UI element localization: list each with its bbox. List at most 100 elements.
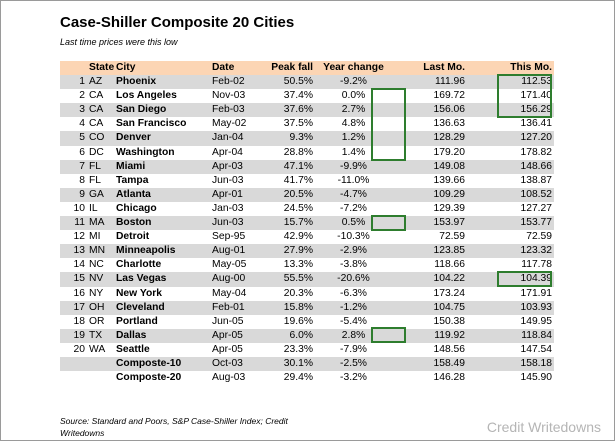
cell-peak-fall: 24.5% — [283, 202, 313, 214]
cell-date: Jun-03 — [212, 174, 244, 186]
cell-last-month: 146.28 — [433, 372, 466, 384]
cell-year-change: -3.8% — [340, 259, 367, 271]
cell-num: 2 — [79, 90, 85, 102]
cell-date: Apr-04 — [212, 146, 243, 158]
table-row: 4 CA San Francisco May-02 37.5% 4.8% 136.63 136… — [60, 117, 554, 132]
cell-date: Nov-03 — [212, 90, 246, 102]
cell-peak-fall: 55.5% — [283, 273, 313, 285]
cell-peak-fall: 9.3% — [289, 132, 313, 144]
table-row: 1 AZ Phoenix Feb-02 50.5% -9.2% 111.96 112.53 — [60, 75, 554, 90]
cell-date: Apr-01 — [212, 188, 243, 200]
cell-city: Boston — [116, 217, 152, 229]
cell-state: WA — [89, 343, 106, 355]
cell-date: Apr-03 — [212, 160, 243, 172]
cell-year-change: -7.9% — [340, 343, 367, 355]
table-row: 6 DC Washington Apr-04 28.8% 1.4% 179.20 178.82 — [60, 145, 554, 160]
cell-state: NV — [89, 273, 104, 285]
cell-peak-fall: 41.7% — [283, 174, 313, 186]
table-row: Composte-10 Oct-03 30.1% -2.5% 158.49 158.18 — [60, 356, 554, 372]
cell-peak-fall: 13.3% — [283, 259, 313, 271]
cell-peak-fall: 29.4% — [283, 372, 313, 384]
cell-date: Aug-01 — [212, 245, 246, 257]
cell-peak-fall: 30.1% — [283, 357, 313, 369]
header-peak-fall: Peak fall — [271, 62, 313, 73]
cell-this-month: 108.52 — [520, 188, 553, 200]
table-row: 16 NY New York May-04 20.3% -6.3% 173.24 171.91 — [60, 286, 554, 301]
cell-last-month: 136.63 — [433, 118, 466, 130]
cell-last-month: 111.96 — [435, 76, 465, 88]
cell-date: Feb-01 — [212, 301, 245, 313]
cell-num: 7 — [79, 160, 85, 172]
header-year-change: Year change — [323, 62, 384, 73]
cell-last-month: 104.75 — [433, 301, 466, 313]
cell-last-month: 148.56 — [433, 343, 466, 355]
cell-last-month: 128.29 — [433, 132, 466, 144]
cell-peak-fall: 37.4% — [283, 90, 313, 102]
table-row: 9 GA Atlanta Apr-01 20.5% -4.7% 109.29 108.52 — [60, 187, 554, 202]
cell-city: Portland — [116, 315, 158, 327]
highlight-box-year-change-positive — [371, 88, 406, 161]
cell-last-month: 150.38 — [433, 315, 466, 327]
cell-num: 1 — [79, 76, 85, 88]
cell-year-change: -11.0% — [337, 174, 370, 186]
cell-peak-fall: 47.1% — [283, 160, 313, 172]
cell-peak-fall: 6.0% — [289, 329, 313, 341]
cell-year-change: -6.3% — [340, 287, 367, 299]
table-row: 10 IL Chicago Jan-03 24.5% -7.2% 129.39 127.27 — [60, 201, 554, 217]
table-row: 12 MI Detroit Sep-95 42.9% -10.3% 72.59 72.59 — [60, 230, 554, 245]
cell-last-month: 123.85 — [433, 245, 466, 257]
cell-this-month: 103.93 — [520, 301, 553, 313]
cell-date: Apr-05 — [212, 343, 243, 355]
cell-date: Feb-03 — [212, 104, 245, 116]
cell-last-month: 156.06 — [433, 104, 466, 116]
cell-year-change: -2.9% — [340, 245, 367, 257]
cell-city: Chicago — [116, 202, 157, 214]
cell-state — [87, 357, 114, 371]
cell-this-month: 138.87 — [520, 174, 553, 186]
cell-this-month: 104.39 — [520, 273, 553, 285]
table-row: 11 MA Boston Jun-03 15.7% 0.5% 153.97 153.77 — [60, 216, 554, 231]
cell-state: MN — [89, 245, 106, 257]
cell-num: 16 — [73, 287, 85, 299]
cell-city: San Francisco — [116, 118, 187, 130]
cell-state — [87, 371, 114, 385]
cell-last-month: 129.39 — [433, 202, 466, 214]
cell-peak-fall: 20.3% — [283, 287, 313, 299]
cell-year-change: -2.5% — [340, 357, 367, 369]
cell-peak-fall: 15.7% — [283, 217, 313, 229]
cell-city: Minneapolis — [116, 245, 176, 257]
highlight-box-this-month-las-vegas — [497, 271, 552, 287]
cell-city: Seattle — [116, 343, 150, 355]
table-row: 19 TX Dallas Apr-05 6.0% 2.8% 119.92 118.84 — [60, 328, 554, 343]
cell-this-month: 118.84 — [521, 329, 552, 341]
cell-num: 12 — [73, 231, 85, 243]
cell-last-month: 109.29 — [433, 188, 466, 200]
cell-year-change: -1.2% — [340, 301, 367, 313]
cell-year-change: -4.7% — [340, 188, 367, 200]
cell-date: May-02 — [212, 118, 247, 130]
table-row: 2 CA Los Angeles Nov-03 37.4% 0.0% 169.72 171.4… — [60, 89, 554, 104]
cell-last-month: 179.20 — [433, 146, 466, 158]
cell-num: 18 — [73, 315, 85, 327]
cell-num: 9 — [79, 188, 85, 200]
cell-num: 6 — [79, 146, 85, 158]
table-row: Composte-20 Aug-03 29.4% -3.2% 146.28 145.90 — [60, 371, 554, 386]
cell-state: FL — [89, 174, 102, 186]
page-title: Case-Shiller Composite 20 Cities — [60, 14, 295, 31]
cell-this-month: 127.27 — [520, 202, 553, 214]
table-row: 5 CO Denver Jan-04 9.3% 1.2% 128.29 127.20 — [60, 131, 554, 146]
cell-num: 19 — [73, 329, 85, 341]
header-last-month: Last Mo. — [423, 62, 465, 73]
cell-city: Detroit — [116, 231, 150, 243]
cell-last-month: 104.22 — [433, 273, 466, 285]
table-header-row: State City Date Peak fall Year change La… — [60, 61, 554, 76]
cell-num: 17 — [73, 301, 85, 313]
cell-city: Los Angeles — [116, 90, 177, 102]
cell-city: Denver — [116, 132, 151, 144]
cell-this-month: 178.82 — [520, 146, 553, 158]
cell-city: Composte-20 — [116, 372, 182, 384]
cell-state: AZ — [89, 76, 103, 88]
cell-num: 20 — [73, 343, 85, 355]
cell-year-change: -9.2% — [340, 76, 367, 88]
cell-city: Las Vegas — [116, 273, 167, 285]
